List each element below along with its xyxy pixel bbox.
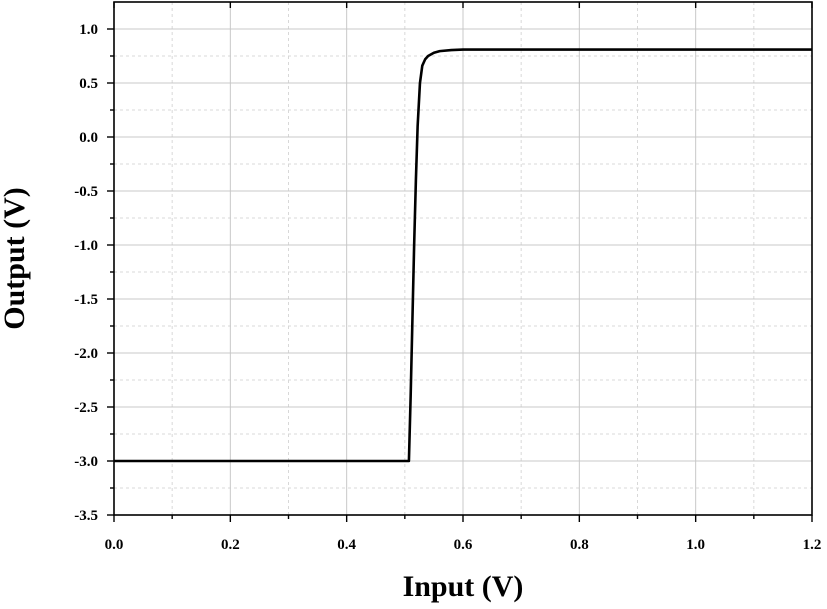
y-tick-label: 1.0 — [79, 22, 98, 38]
y-tick-label: -2.0 — [74, 346, 98, 362]
x-axis-title: Input (V) — [403, 570, 524, 603]
grid — [113, 2, 813, 516]
x-tick-label: 1.0 — [686, 537, 705, 553]
series-line — [114, 48, 812, 463]
x-tick-label: 1.2 — [803, 537, 822, 553]
x-tick-label: 0.4 — [337, 537, 356, 553]
y-tick-label: -2.5 — [74, 400, 98, 416]
labels: Input (V) Output (V) 0.0 0.2 0.4 0.6 0.8 1.0 1… — [0, 22, 821, 603]
y-tick-label: -1.5 — [74, 292, 98, 308]
x-tick-label: 0.8 — [570, 537, 589, 553]
y-tick-label: 0.0 — [79, 130, 98, 146]
x-tick-label: 0.2 — [221, 537, 240, 553]
y-tick-label: -0.5 — [74, 184, 98, 200]
y-tick-label: -1.0 — [74, 238, 98, 254]
y-tick-label: -3.5 — [74, 508, 98, 524]
y-tick-label: -3.0 — [74, 454, 98, 470]
y-axis-title: Output (V) — [0, 187, 31, 330]
axes — [107, 1, 813, 522]
y-tick-label: 0.5 — [79, 76, 98, 92]
x-tick-label: 0.6 — [454, 537, 473, 553]
series-layer — [114, 48, 812, 463]
x-tick-label: 0.0 — [105, 537, 124, 553]
